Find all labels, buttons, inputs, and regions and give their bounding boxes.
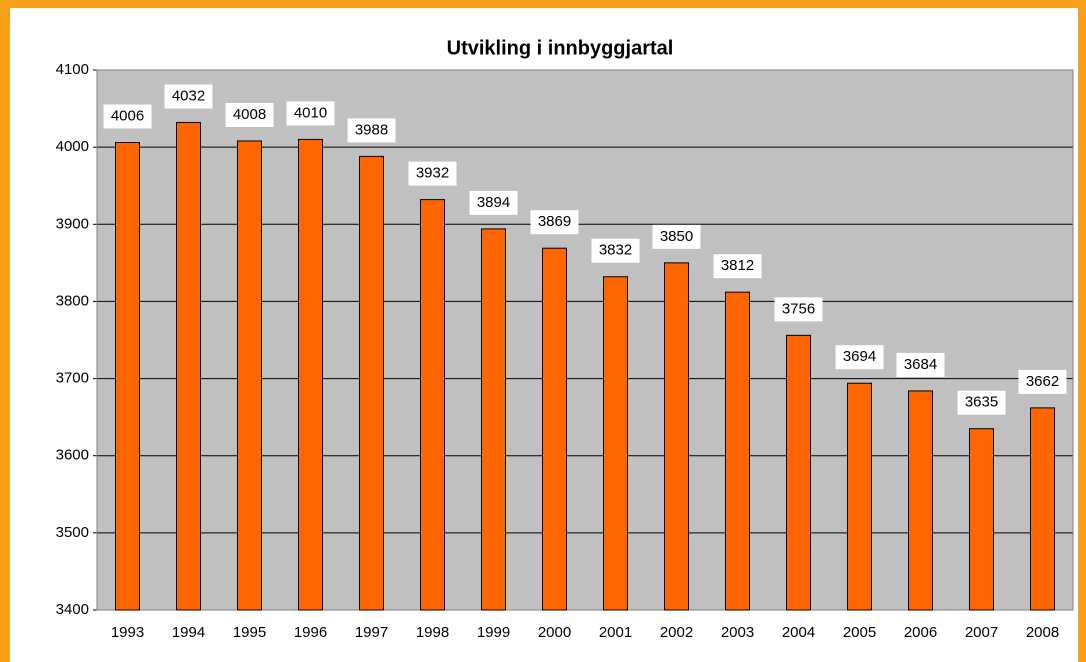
- bar: [786, 334, 811, 611]
- y-tick-label: 3600: [56, 447, 89, 464]
- data-label: 3850: [660, 228, 693, 245]
- data-label-box: [835, 345, 884, 370]
- x-tick-label: 2001: [599, 624, 632, 641]
- x-tick-label: 2008: [1026, 624, 1059, 641]
- y-tick-label: 3700: [56, 370, 89, 387]
- x-tick-label: 2000: [538, 624, 571, 641]
- data-label: 3894: [477, 194, 510, 211]
- x-tick-label: 2002: [660, 624, 693, 641]
- bar: [359, 155, 384, 611]
- x-tick-label: 1995: [233, 624, 266, 641]
- bar: [969, 428, 994, 611]
- data-label: 3988: [355, 121, 388, 138]
- data-label-box: [774, 297, 823, 322]
- y-tick-label: 3800: [56, 292, 89, 309]
- x-tick-label: 1997: [355, 624, 388, 641]
- x-tick-label: 2005: [843, 624, 876, 641]
- bar: [481, 228, 506, 611]
- data-label: 3812: [721, 257, 754, 274]
- frame-top: [0, 0, 1086, 8]
- bar: [298, 138, 323, 611]
- x-tick-label: 1999: [477, 624, 510, 641]
- data-label: 3635: [965, 394, 998, 411]
- y-tick-label: 3900: [56, 215, 89, 232]
- plot-border: [96, 69, 1074, 611]
- x-tick-label: 2006: [904, 624, 937, 641]
- data-label-box: [530, 210, 579, 235]
- bar: [603, 276, 628, 611]
- data-label-box: [896, 352, 945, 377]
- data-label-box: [591, 238, 640, 263]
- bar: [115, 142, 140, 611]
- x-tick-label: 1994: [172, 624, 205, 641]
- y-tick-label: 4100: [56, 61, 89, 78]
- y-tick-label: 3500: [56, 524, 89, 541]
- data-label-box: [652, 224, 701, 249]
- frame-right: [1078, 0, 1086, 662]
- data-label: 4032: [172, 87, 205, 104]
- y-tick-label: 4000: [56, 138, 89, 155]
- x-tick-label: 2003: [721, 624, 754, 641]
- bar: [847, 382, 872, 611]
- bar: [420, 199, 445, 611]
- data-label: 3932: [416, 165, 449, 182]
- data-label-box: [408, 161, 457, 186]
- data-label-box: [347, 118, 396, 143]
- x-tick-label: 1993: [111, 624, 144, 641]
- data-label: 4006: [111, 107, 144, 124]
- y-tick-label: 3400: [56, 601, 89, 618]
- frame-left: [0, 0, 10, 662]
- x-tick-label: 1998: [416, 624, 449, 641]
- x-tick-label: 1996: [294, 624, 327, 641]
- data-label: 3662: [1026, 373, 1059, 390]
- data-label: 3694: [843, 348, 876, 365]
- data-label-box: [957, 390, 1006, 415]
- x-tick-label: 2004: [782, 624, 815, 641]
- bar: [542, 247, 567, 611]
- data-label-box: [225, 102, 274, 127]
- data-label-box: [164, 84, 213, 109]
- data-label: 4010: [294, 104, 327, 121]
- data-label: 3832: [599, 242, 632, 259]
- data-label-box: [713, 254, 762, 279]
- bar: [1030, 407, 1055, 611]
- data-label-box: [286, 101, 335, 126]
- data-label-box: [103, 104, 152, 129]
- data-label-box: [469, 190, 518, 215]
- bar: [908, 390, 933, 611]
- data-label: 3684: [904, 356, 937, 373]
- bar: [176, 121, 201, 611]
- data-label-box: [1018, 369, 1067, 394]
- data-label: 3756: [782, 300, 815, 317]
- data-label: 3869: [538, 213, 571, 230]
- bar: [725, 291, 750, 611]
- bar: [664, 262, 689, 611]
- bar: [237, 140, 262, 611]
- x-tick-label: 2007: [965, 624, 998, 641]
- data-label: 4008: [233, 106, 266, 123]
- chart-title: Utvikling i innbyggjartal: [447, 37, 674, 59]
